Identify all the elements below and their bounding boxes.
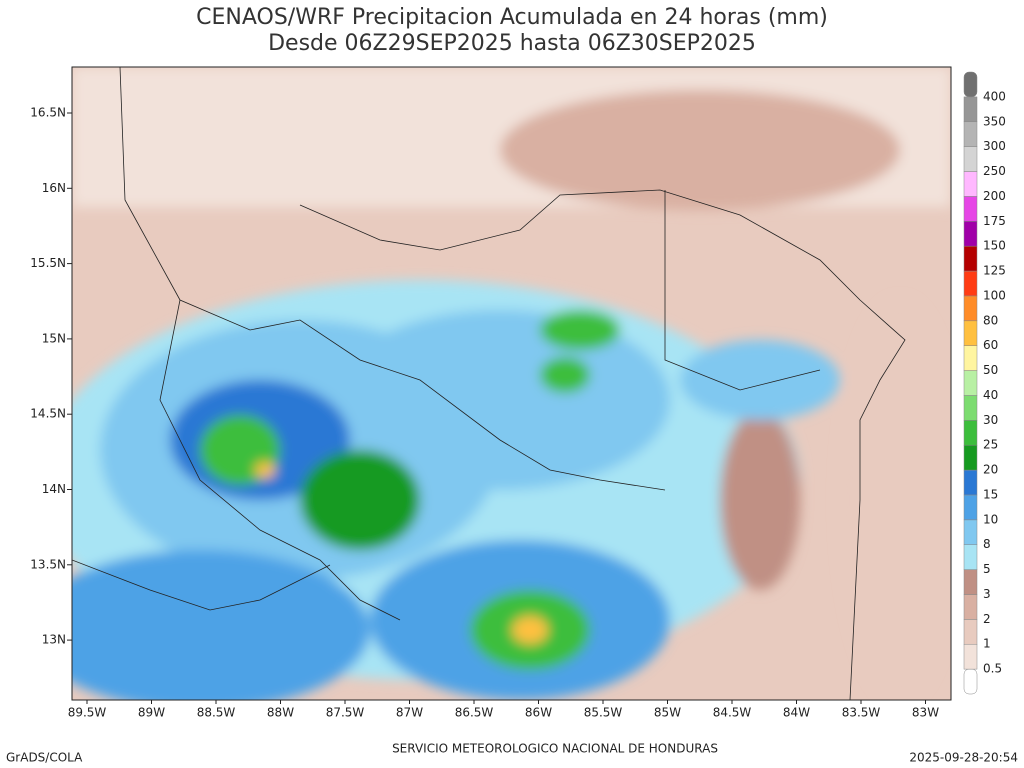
- lon-label: 88.5W: [197, 706, 236, 720]
- colorbar-label: 30: [983, 413, 998, 427]
- colorbar-segment: [963, 370, 978, 396]
- colorbar-segment: [963, 668, 978, 695]
- colorbar-label: 300: [983, 139, 1006, 153]
- lon-label: 85W: [654, 706, 681, 720]
- colorbar-label: 350: [983, 114, 1006, 128]
- lat-label: 14N: [42, 482, 66, 496]
- footer-center: SERVICIO METEOROLOGICO NACIONAL DE HONDU…: [392, 742, 718, 756]
- colorbar-label: 200: [983, 189, 1006, 203]
- colorbar-label: 1: [983, 637, 991, 651]
- colorbar-segment: [963, 395, 978, 421]
- colorbar-segment: [963, 71, 978, 98]
- colorbar-label: 0.5: [983, 662, 1002, 676]
- lat-label: 13.5N: [30, 557, 66, 571]
- title: CENAOS/WRF Precipitacion Acumulada en 24…: [196, 5, 828, 30]
- lat-label: 15N: [42, 331, 66, 345]
- colorbar-label: 125: [983, 264, 1006, 278]
- lon-label: 89.5W: [68, 706, 107, 720]
- colorbar-segment: [963, 221, 978, 247]
- colorbar-label: 60: [983, 338, 998, 352]
- colorbar-label: 50: [983, 363, 998, 377]
- lat-label: 14.5N: [30, 407, 66, 421]
- colorbar-segment: [963, 643, 978, 670]
- lon-label: 87W: [396, 706, 423, 720]
- footer-left: GrADS/COLA: [6, 751, 83, 765]
- colorbar-segment: [963, 121, 978, 147]
- colorbar-segment: [963, 544, 978, 570]
- lon-label: 84W: [783, 706, 810, 720]
- colorbar-segment: [963, 96, 978, 123]
- lon-label: 85.5W: [584, 706, 623, 720]
- subtitle: Desde 06Z29SEP2025 hasta 06Z30SEP2025: [268, 31, 756, 56]
- colorbar-label: 250: [983, 164, 1006, 178]
- lon-label: 83W: [912, 706, 939, 720]
- colorbar-label: 10: [983, 512, 998, 526]
- lon-label: 89W: [138, 706, 165, 720]
- colorbar-segment: [963, 569, 978, 595]
- colorbar-label: 400: [983, 89, 1006, 103]
- lon-label: 83.5W: [842, 706, 881, 720]
- lon-label: 84.5W: [713, 706, 752, 720]
- colorbar-segment: [963, 196, 978, 222]
- colorbar-label: 80: [983, 313, 998, 327]
- colorbar-segment: [963, 519, 978, 545]
- colorbar-segment: [963, 494, 978, 521]
- colorbar-segment: [963, 444, 978, 471]
- colorbar-label: 100: [983, 288, 1006, 302]
- colorbar-label: 150: [983, 239, 1006, 253]
- colorbar-segment: [963, 594, 978, 620]
- colorbar-label: 8: [983, 537, 991, 551]
- lon-label: 86W: [525, 706, 552, 720]
- precip-field: [72, 67, 951, 700]
- footer-right: 2025-09-28-20:54: [909, 751, 1018, 765]
- lon-label: 88W: [267, 706, 294, 720]
- colorbar-segment: [963, 245, 978, 272]
- lon-label: 86.5W: [455, 706, 494, 720]
- colorbar-segment: [963, 146, 978, 172]
- colorbar-label: 5: [983, 562, 991, 576]
- colorbar-segment: [963, 345, 978, 371]
- map-frame: [71, 66, 952, 701]
- colorbar-label: 3: [983, 587, 991, 601]
- colorbar-segment: [963, 270, 978, 297]
- colorbar-segment: [963, 171, 978, 197]
- lat-label: 15.5N: [30, 256, 66, 270]
- colorbar-segment: [963, 619, 978, 645]
- colorbar-segment: [963, 320, 978, 346]
- colorbar-label: 40: [983, 388, 998, 402]
- colorbar-label: 175: [983, 214, 1006, 228]
- colorbar-segment: [963, 295, 978, 322]
- colorbar-label: 15: [983, 487, 998, 501]
- colorbar-segment: [963, 469, 978, 496]
- colorbar-label: 20: [983, 463, 998, 477]
- lat-label: 13N: [42, 633, 66, 647]
- lat-label: 16.5N: [30, 106, 66, 120]
- colorbar-segment: [963, 420, 978, 446]
- colorbar-label: 2: [983, 612, 991, 626]
- lat-label: 16N: [42, 181, 66, 195]
- lon-label: 87.5W: [326, 706, 365, 720]
- colorbar-label: 25: [983, 438, 998, 452]
